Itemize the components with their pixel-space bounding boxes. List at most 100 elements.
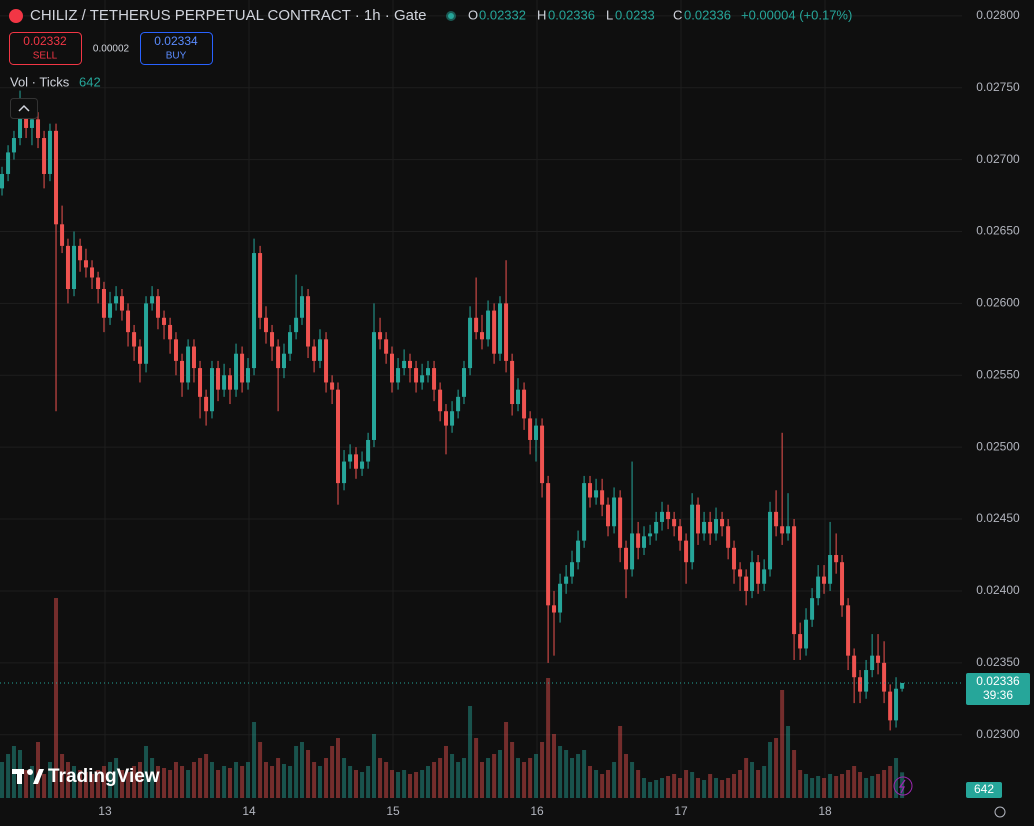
candle-body	[209, 368, 214, 412]
candle-body	[726, 526, 731, 548]
volume-bar	[281, 764, 286, 798]
candle-body	[444, 411, 449, 426]
buy-label: BUY	[166, 51, 187, 62]
candle-body	[438, 389, 443, 412]
candle-body	[714, 519, 719, 534]
candle-body	[492, 310, 497, 354]
logo: TradingView	[12, 766, 160, 787]
volume-bar	[474, 738, 479, 798]
candle-body	[360, 461, 365, 469]
volume-bar	[432, 762, 437, 798]
ohlc-value: 0.0233	[615, 7, 655, 22]
volume-bar	[744, 758, 749, 798]
volume-bar	[155, 766, 160, 798]
candle-body	[510, 360, 515, 405]
candle-body	[96, 277, 101, 290]
volume-bar	[852, 766, 857, 798]
y-tick-label: 0.02750	[976, 80, 1020, 94]
volume-bar	[378, 758, 383, 798]
candle-body	[432, 368, 437, 390]
candle-body	[414, 368, 419, 383]
volume-bar	[846, 770, 851, 798]
volume-legend: Vol · Ticks	[10, 74, 70, 89]
volume-bar	[150, 758, 155, 798]
collapse-button[interactable]	[10, 98, 38, 119]
y-tick-label: 0.02650	[976, 224, 1020, 238]
volume-bar	[371, 734, 376, 798]
volume-bar	[720, 780, 725, 798]
sell-button[interactable]	[9, 32, 82, 65]
candle-body	[252, 253, 257, 369]
volume-bar	[660, 778, 665, 798]
candle-body	[750, 562, 755, 591]
buy-button[interactable]	[140, 32, 213, 65]
settings-icon[interactable]	[994, 806, 1006, 818]
candle-body	[882, 662, 887, 692]
candle-body	[630, 533, 635, 570]
candle-body	[498, 303, 503, 354]
volume-bar	[828, 774, 833, 798]
volume-bar	[96, 770, 101, 798]
candle-body	[6, 152, 11, 174]
volume-bar	[47, 762, 52, 798]
volume-bar	[402, 770, 407, 798]
candle-body	[114, 296, 119, 304]
candle-body	[798, 634, 803, 649]
volume-bar	[654, 780, 659, 798]
volume-bar	[516, 758, 521, 798]
candle-body	[270, 332, 275, 347]
candle-body	[294, 317, 299, 333]
x-tick-label: 16	[530, 804, 544, 818]
candle-body	[738, 569, 743, 577]
volume-bar	[582, 750, 587, 798]
volume-bar	[822, 778, 827, 798]
candle-body	[858, 677, 863, 692]
candle-body	[317, 339, 322, 361]
candle-body	[840, 562, 845, 606]
volume-bar	[750, 762, 755, 798]
change: +0.00004 (+0.17%)	[741, 7, 852, 22]
candle-body	[330, 382, 335, 390]
volume-bar	[702, 780, 707, 798]
candle-body	[83, 260, 88, 268]
y-tick-label: 0.02350	[976, 655, 1020, 669]
candle-body	[636, 533, 641, 548]
candle-body	[876, 655, 881, 663]
candle-body	[708, 521, 713, 534]
volume-bar	[168, 770, 173, 798]
volume-bar	[558, 746, 563, 798]
x-tick-label: 15	[386, 804, 400, 818]
volume-bar	[816, 776, 821, 798]
candle-body	[390, 353, 395, 383]
candle-body	[263, 317, 268, 333]
candle-body	[168, 324, 173, 340]
candle-body	[101, 289, 106, 318]
x-tick-label: 18	[818, 804, 832, 818]
candle-body	[180, 360, 185, 383]
volume-bar	[101, 766, 106, 798]
candle-body	[570, 562, 575, 577]
candle-body	[72, 245, 77, 290]
volume-bar	[444, 746, 449, 798]
volume-bar	[642, 778, 647, 798]
candle-body	[426, 368, 431, 376]
axes: 0.02300 0.02350 0.02400 0.02450 0.02500 0.025…	[0, 8, 1030, 818]
volume-bar	[870, 776, 875, 798]
volume-bar	[456, 762, 461, 798]
alert-icon[interactable]	[893, 776, 913, 796]
candle-body	[834, 555, 839, 563]
volume-bar	[480, 762, 485, 798]
y-tick-label: 0.02500	[976, 439, 1020, 453]
candle-body	[18, 116, 23, 139]
sell-price: 0.02332	[23, 34, 67, 48]
candle-body	[528, 418, 533, 440]
candle-body	[642, 536, 647, 548]
volume-bar	[245, 762, 250, 798]
y-tick-label: 0.02400	[976, 583, 1020, 597]
candle-body	[534, 425, 539, 440]
volume-bar	[330, 746, 335, 798]
volume-bar	[792, 750, 797, 798]
candle-body	[828, 555, 833, 584]
candle-body	[126, 310, 131, 333]
